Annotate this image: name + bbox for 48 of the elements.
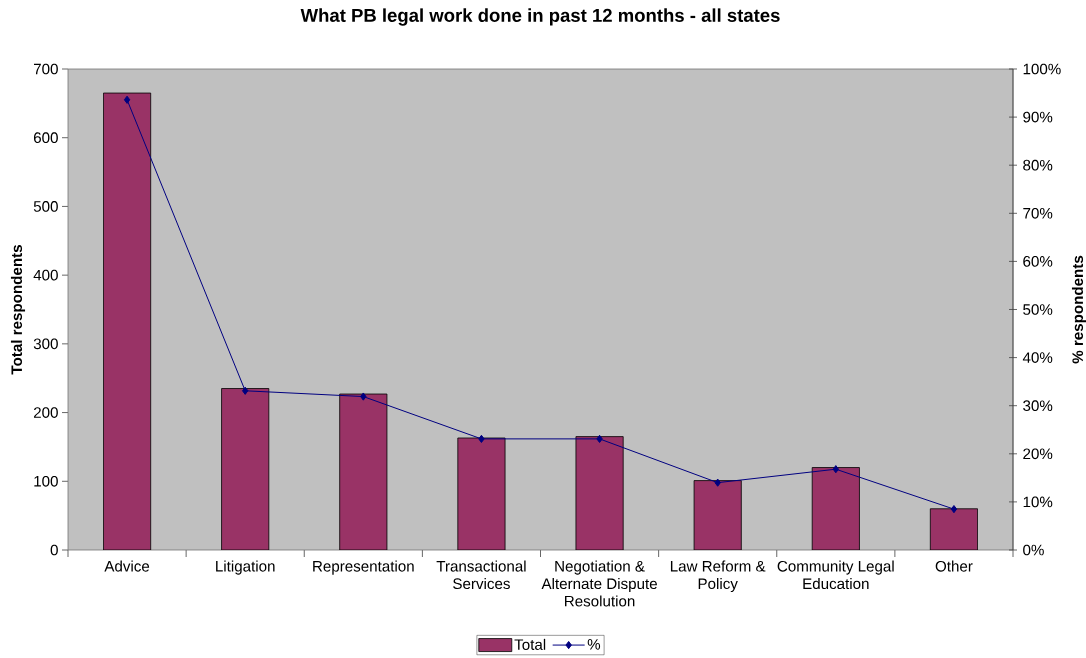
point — [950, 505, 958, 514]
y2-tick-label: 20% — [1023, 448, 1053, 460]
point — [241, 386, 249, 395]
y2-tick-label: 30% — [1023, 400, 1053, 412]
x-tick-label: Negotiation & Alternate Dispute Resolution — [541, 560, 657, 607]
y2-tick-label: 40% — [1022, 352, 1053, 363]
y-tick-label: 400 — [33, 269, 58, 281]
y2-tick-label: 100% — [1023, 63, 1061, 75]
y2-axis-title: % respondents — [1071, 255, 1086, 364]
y2-tick-label: 70% — [1023, 207, 1053, 219]
bar — [929, 508, 978, 550]
y-tick-label: 700 — [33, 63, 58, 75]
bar — [221, 388, 270, 550]
point — [596, 434, 603, 443]
point — [123, 95, 131, 104]
y-tick-label: 500 — [33, 201, 58, 212]
bar — [339, 393, 388, 550]
x-tick-label: Other — [935, 560, 973, 572]
bar — [103, 92, 152, 550]
y-tick-label: 600 — [33, 132, 58, 144]
y-tick-label: 100 — [34, 475, 58, 487]
y2-tick-label: 60% — [1023, 256, 1053, 267]
x-tick-label: Representation — [313, 560, 414, 575]
x-tick-label: Advice — [104, 560, 150, 572]
bar — [457, 437, 506, 550]
y-tick-label: 200 — [33, 407, 58, 418]
y2-tick-label: 90% — [1023, 111, 1053, 123]
y2-tick-label: 50% — [1023, 304, 1053, 315]
x-tick-label: Law Reform & Policy — [670, 560, 766, 593]
y2-tick-label: 80% — [1023, 159, 1053, 171]
x-tick-label: Transactional Services — [436, 560, 526, 590]
bar — [575, 436, 624, 550]
y-tick-label: 300 — [33, 338, 58, 350]
y2-tick-label: 0% — [1023, 544, 1044, 556]
point — [478, 434, 485, 443]
y-tick-label: 0 — [50, 544, 58, 556]
bar — [693, 480, 742, 550]
point — [714, 478, 721, 487]
y-axis-title: Total respondents — [10, 245, 26, 375]
legend-label: Total — [514, 638, 546, 650]
bar — [811, 467, 860, 550]
x-tick-label: Community Legal Education — [777, 560, 894, 590]
point — [832, 465, 840, 474]
x-tick-label: Litigation — [216, 560, 275, 575]
chart-title: What PB legal work done in past 12 months - all states — [300, 8, 780, 26]
point — [360, 392, 367, 401]
y2-tick-label: 10% — [1023, 496, 1053, 508]
legend-label: % — [587, 639, 601, 650]
